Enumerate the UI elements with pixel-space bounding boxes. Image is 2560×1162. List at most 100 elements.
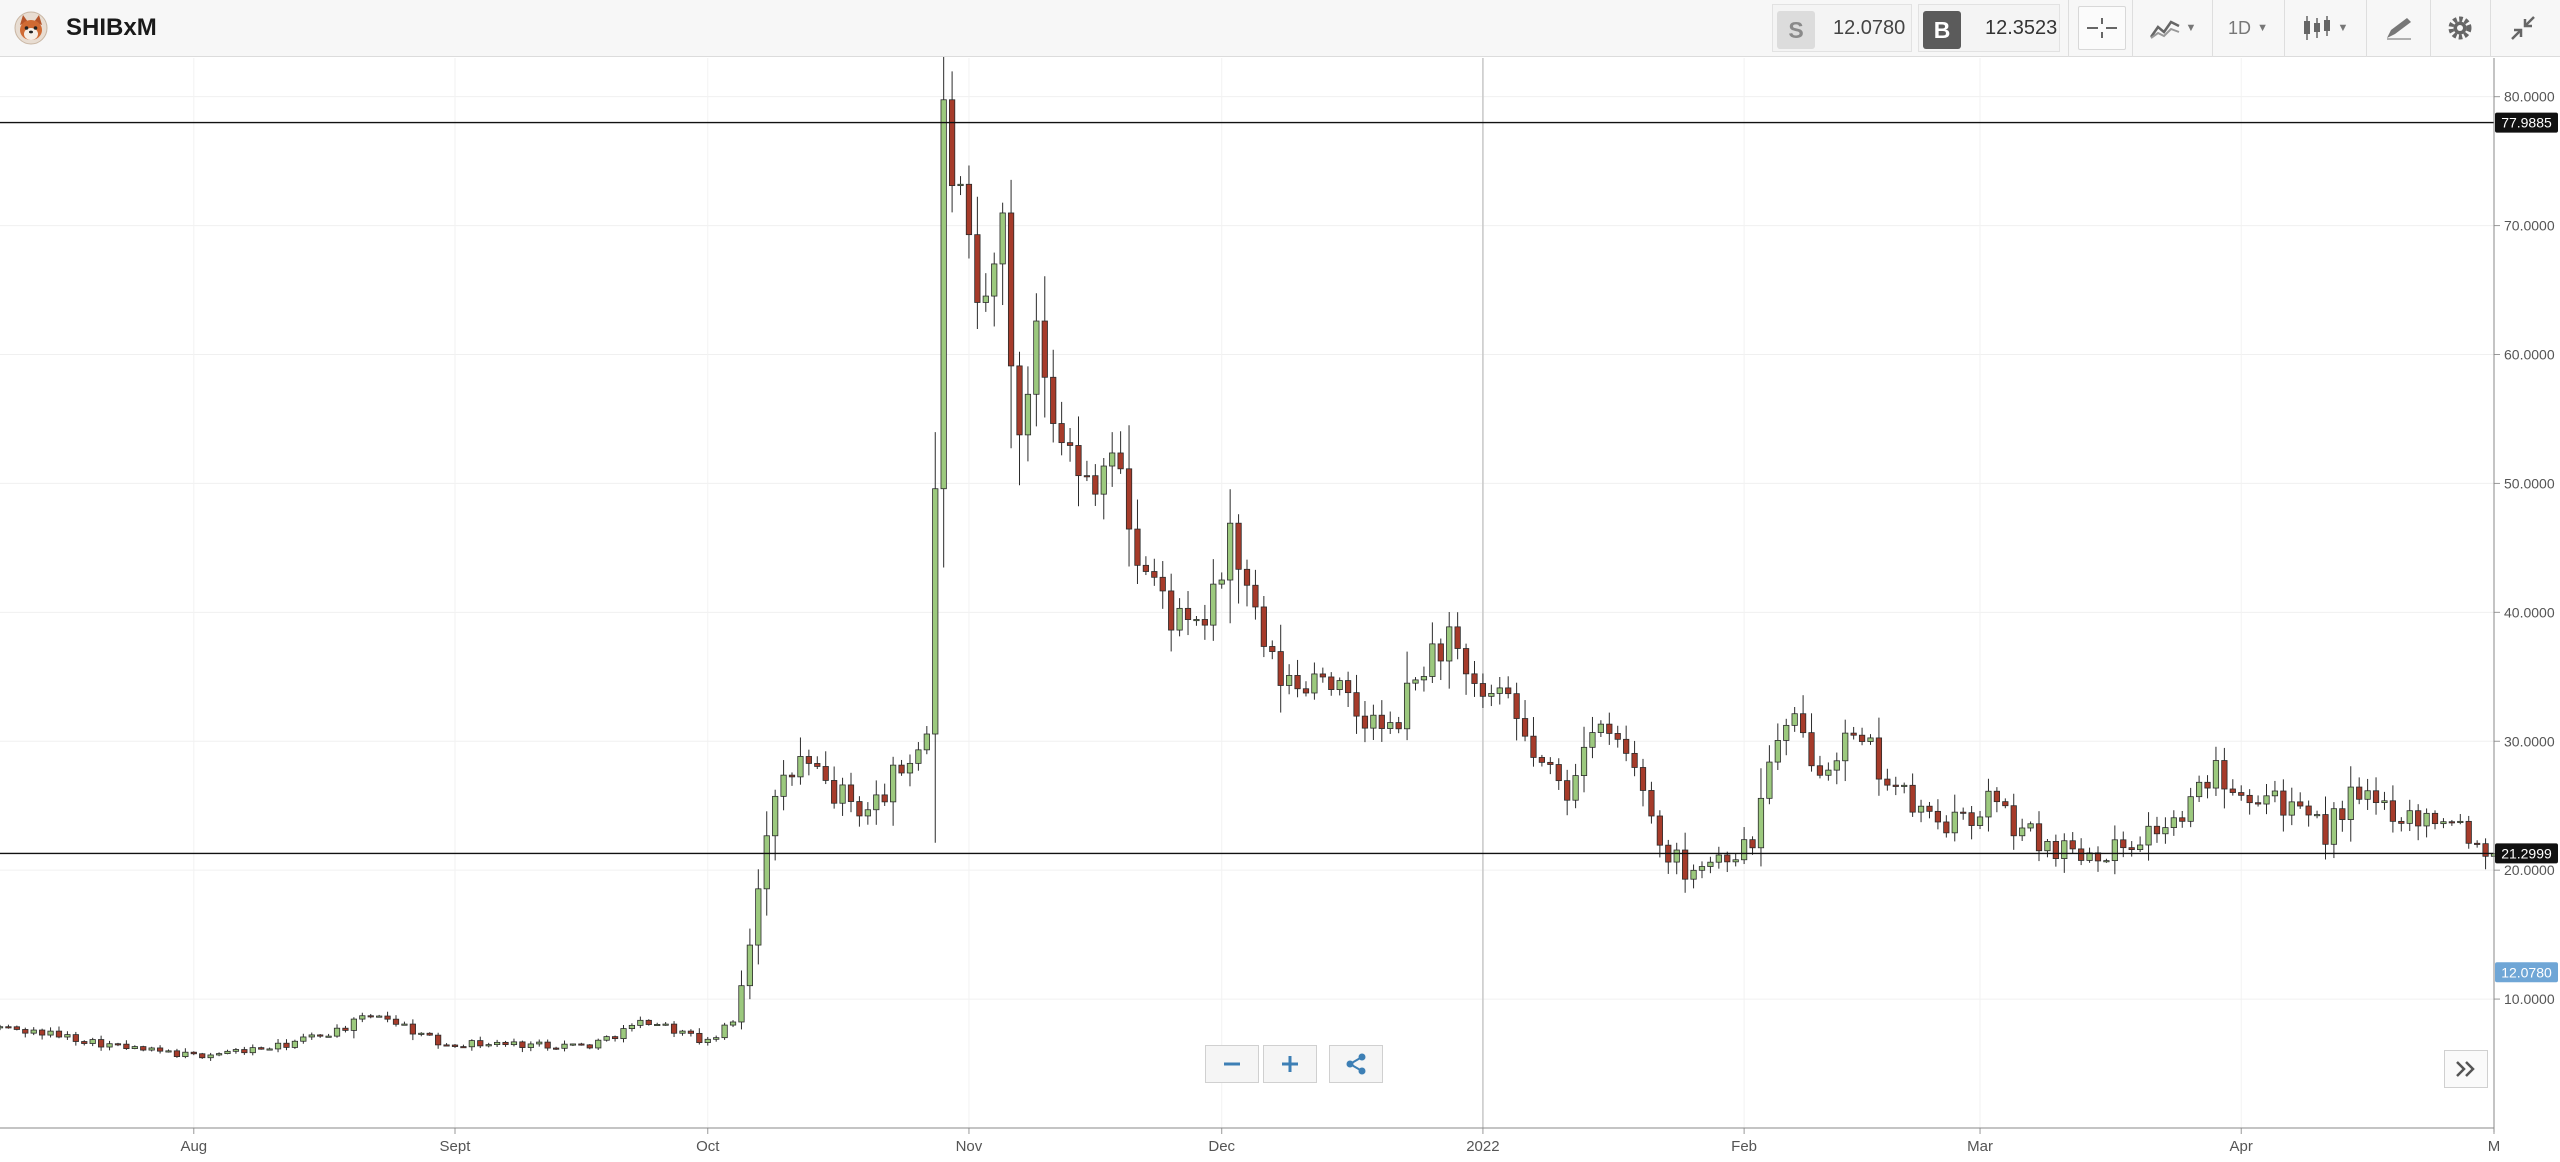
candle-down — [1302, 688, 1310, 694]
zoom-out-button[interactable] — [1205, 1045, 1259, 1083]
candle-down — [435, 1034, 442, 1046]
candle-up — [729, 1021, 737, 1026]
candle-up — [746, 944, 753, 987]
candle-down — [805, 756, 812, 764]
candle-up — [1589, 732, 1596, 748]
candle-down — [1926, 805, 1933, 812]
candle-down — [696, 1032, 703, 1043]
candle-down — [552, 1047, 560, 1050]
candle-down — [1092, 475, 1099, 495]
y-tick-label: 70.0000 — [2504, 218, 2555, 234]
candle-up — [1580, 746, 1588, 776]
crosshair-button[interactable] — [2078, 6, 2126, 50]
zoom-in-button[interactable] — [1263, 1045, 1317, 1083]
drawing-tools-button[interactable] — [2374, 6, 2424, 50]
candle-down — [283, 1042, 290, 1048]
candle-down — [1505, 687, 1512, 695]
candle-up — [2263, 795, 2270, 805]
candle-down — [1623, 738, 1630, 754]
candle-down — [1252, 584, 1259, 608]
candle-down — [1892, 784, 1899, 787]
candle-up — [1707, 861, 1714, 867]
candle-up — [308, 1034, 315, 1038]
scroll-to-end-button[interactable] — [2444, 1050, 2488, 1088]
candle-up — [232, 1049, 240, 1052]
candle-up — [224, 1050, 231, 1055]
candle-up — [131, 1046, 138, 1049]
candle-down — [1345, 680, 1352, 694]
candle-up — [350, 1018, 357, 1031]
candle-down — [881, 794, 888, 803]
candle-down — [1943, 821, 1950, 834]
candle-up — [763, 835, 770, 890]
candle-down — [2280, 790, 2287, 816]
sell-price-box[interactable]: S 12.0780 — [1772, 4, 1912, 52]
symbol-title: SHIBxM — [66, 14, 157, 41]
candle-down — [1564, 780, 1571, 801]
x-tick-label: Aug — [180, 1138, 207, 1155]
candle-down — [1134, 528, 1141, 566]
candle-down — [13, 1026, 20, 1030]
candle-up — [2212, 760, 2220, 789]
buy-price-box[interactable]: B 12.3523 — [1918, 4, 2060, 52]
candle-up — [1867, 737, 1874, 742]
x-tick-label: 2022 — [1466, 1138, 1499, 1155]
candle-down — [611, 1036, 619, 1040]
candle-down — [974, 234, 981, 303]
price-line-label: 21.2999 — [2501, 845, 2552, 861]
candle-up — [1336, 680, 1343, 690]
candle-up — [1825, 769, 1832, 776]
x-tick-label: Feb — [1731, 1138, 1757, 1155]
collapse-button[interactable] — [2498, 6, 2548, 50]
candles — [0, 57, 2498, 1061]
candle-up — [932, 488, 939, 735]
candle-down — [443, 1044, 450, 1047]
price-line-label-box — [2495, 112, 2558, 133]
candle-down — [822, 766, 829, 781]
toolbar-separator — [2430, 0, 2431, 57]
candle-up — [1488, 693, 1495, 697]
settings-button[interactable] — [2436, 6, 2484, 50]
candle-up — [982, 295, 989, 303]
candle-down — [342, 1027, 349, 1031]
candle-up — [485, 1044, 492, 1047]
y-tick-label: 40.0000 — [2504, 604, 2555, 620]
candle-down — [1378, 714, 1385, 729]
candle-down — [1159, 576, 1166, 592]
candle-down — [1201, 619, 1208, 626]
candle-up — [2061, 840, 2068, 860]
candle-up — [637, 1019, 644, 1026]
price-line-label-box — [2495, 843, 2558, 864]
candle-down — [1934, 810, 1942, 823]
candle-up — [713, 1037, 720, 1040]
interval-select[interactable]: 1D ▼ — [2228, 17, 2268, 38]
price-chart[interactable]: 77.9885 21.2999 12.0780 10.0000 20.0000 30.0… — [0, 57, 2560, 1162]
candle-down — [519, 1041, 526, 1048]
candle-up — [2044, 841, 2051, 852]
candle-down — [2179, 817, 2186, 822]
share-icon — [1346, 1053, 1366, 1075]
share-button[interactable] — [1329, 1045, 1383, 1083]
indicators-button[interactable]: ▼ — [2140, 6, 2206, 50]
candle-up — [561, 1043, 568, 1049]
candle-down — [1075, 445, 1082, 477]
candle-up — [679, 1030, 686, 1034]
candle-up — [1741, 839, 1748, 861]
x-tick-label: M — [2488, 1138, 2501, 1155]
candle-down — [1648, 790, 1655, 817]
candle-down — [2398, 820, 2405, 824]
candle-up — [1690, 869, 1697, 880]
candle-up — [704, 1038, 711, 1043]
toolbar-separator — [2284, 0, 2285, 57]
candle-up — [662, 1023, 669, 1026]
sell-price: 12.0780 — [1833, 17, 1906, 39]
chart-type-select[interactable]: ▼ — [2292, 6, 2358, 50]
zoom-out-icon — [1224, 1062, 1240, 1066]
candle-up — [915, 749, 922, 764]
buy-badge: B — [1923, 11, 1961, 49]
current-price-box — [2495, 962, 2558, 983]
candle-up — [1757, 797, 1765, 849]
price-line-label: 77.9885 — [2501, 115, 2552, 131]
candle-up — [1429, 643, 1436, 677]
candle-down — [1858, 734, 1866, 742]
